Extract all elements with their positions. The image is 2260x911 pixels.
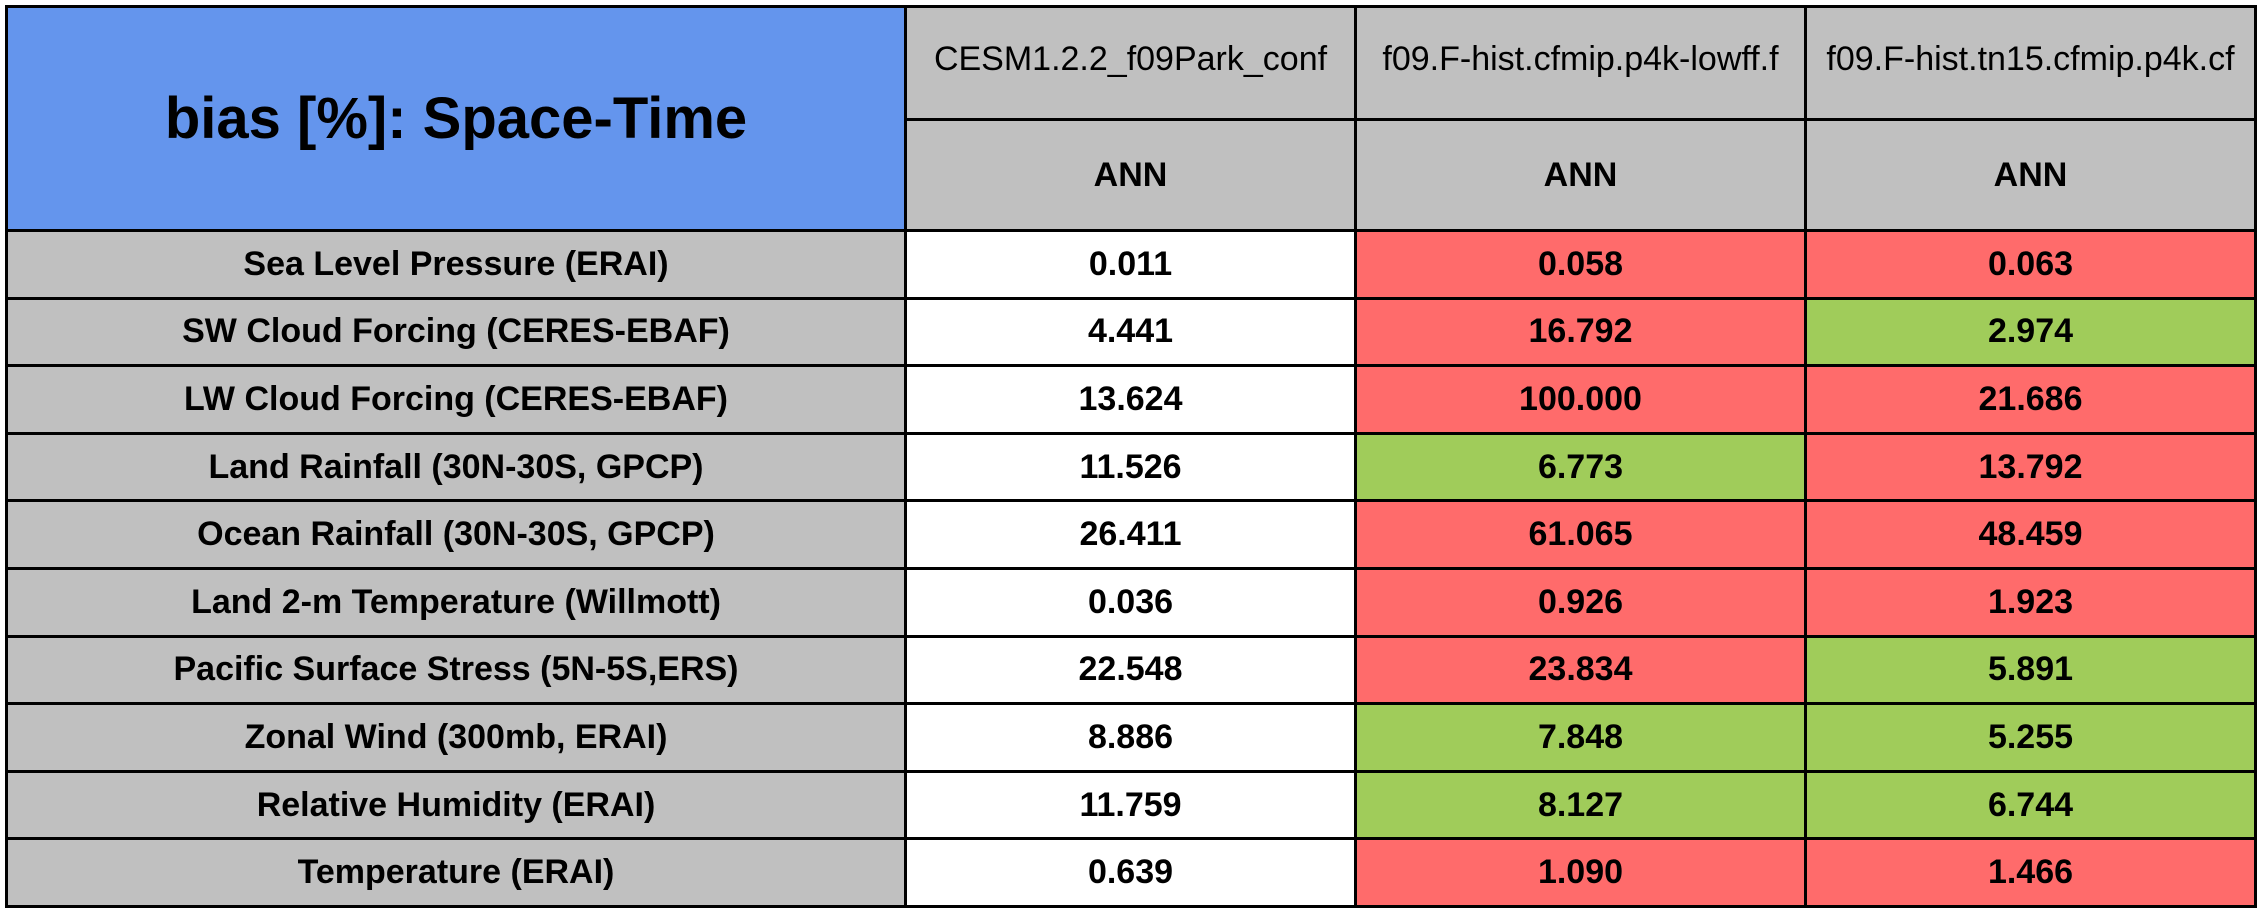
metric-label: Land 2-m Temperature (Willmott) [5, 566, 907, 638]
table-row: Land 2-m Temperature (Willmott) 0.036 0.92… [5, 566, 2257, 638]
metric-label: LW Cloud Forcing (CERES-EBAF) [5, 364, 907, 435]
table-row: Sea Level Pressure (ERAI) 0.011 0.058 0.063 [5, 229, 2257, 300]
table-row: Relative Humidity (ERAI) 11.759 8.127 6.744 [5, 769, 2257, 841]
table-row: Land Rainfall (30N-30S, GPCP) 11.526 6.773… [5, 431, 2257, 503]
metric-label: Sea Level Pressure (ERAI) [5, 229, 907, 300]
season-header-2: ANN [1804, 118, 2257, 232]
bias-table: bias [%]: Space-Time CESM1.2.2_f09Park_c… [5, 5, 2257, 908]
value-cell: 48.459 [1804, 499, 2257, 570]
case-header-label: CESM1.2.2_f09Park_conf [933, 40, 1328, 78]
case-header-2: f09.F-hist.tn15.cfmip.p4k.cf [1804, 5, 2257, 121]
metric-label: Land Rainfall (30N-30S, GPCP) [5, 431, 907, 503]
table-body: bias [%]: Space-Time CESM1.2.2_f09Park_c… [5, 5, 2257, 908]
value-cell: 6.773 [1354, 431, 1807, 503]
case-header-0: CESM1.2.2_f09Park_conf [904, 5, 1357, 121]
value-cell: 1.466 [1804, 837, 2257, 908]
value-cell: 0.639 [904, 837, 1357, 908]
table-row: Temperature (ERAI) 0.639 1.090 1.466 [5, 837, 2257, 908]
season-header-0: ANN [904, 118, 1357, 232]
value-cell: 0.011 [904, 229, 1357, 300]
metric-label: Temperature (ERAI) [5, 837, 907, 908]
value-cell: 22.548 [904, 634, 1357, 706]
value-cell: 0.058 [1354, 229, 1807, 300]
table-row: Pacific Surface Stress (5N-5S,ERS) 22.548… [5, 634, 2257, 706]
table-row: Ocean Rainfall (30N-30S, GPCP) 26.411 61.0… [5, 499, 2257, 570]
table-title: bias [%]: Space-Time [5, 5, 907, 232]
value-cell: 8.886 [904, 702, 1357, 773]
value-cell: 26.411 [904, 499, 1357, 570]
case-header-label: f09.F-hist.tn15.cfmip.p4k.cf [1826, 40, 2235, 78]
value-cell: 0.926 [1354, 566, 1807, 638]
value-cell: 7.848 [1354, 702, 1807, 773]
metric-label: Pacific Surface Stress (5N-5S,ERS) [5, 634, 907, 706]
metric-label: SW Cloud Forcing (CERES-EBAF) [5, 296, 907, 368]
value-cell: 23.834 [1354, 634, 1807, 706]
value-cell: 4.441 [904, 296, 1357, 368]
value-cell: 5.255 [1804, 702, 2257, 773]
value-cell: 5.891 [1804, 634, 2257, 706]
value-cell: 1.923 [1804, 566, 2257, 638]
value-cell: 100.000 [1354, 364, 1807, 435]
metric-label: Ocean Rainfall (30N-30S, GPCP) [5, 499, 907, 570]
table-row: LW Cloud Forcing (CERES-EBAF) 13.624 100.0… [5, 364, 2257, 435]
value-cell: 13.624 [904, 364, 1357, 435]
value-cell: 6.744 [1804, 769, 2257, 841]
case-header-1: f09.F-hist.cfmip.p4k-lowff.f [1354, 5, 1807, 121]
table-row: SW Cloud Forcing (CERES-EBAF) 4.441 16.792… [5, 296, 2257, 368]
metric-label: Zonal Wind (300mb, ERAI) [5, 702, 907, 773]
value-cell: 0.036 [904, 566, 1357, 638]
value-cell: 8.127 [1354, 769, 1807, 841]
value-cell: 13.792 [1804, 431, 2257, 503]
value-cell: 16.792 [1354, 296, 1807, 368]
table-row: Zonal Wind (300mb, ERAI) 8.886 7.848 5.255 [5, 702, 2257, 773]
value-cell: 61.065 [1354, 499, 1807, 570]
value-cell: 21.686 [1804, 364, 2257, 435]
value-cell: 11.759 [904, 769, 1357, 841]
value-cell: 2.974 [1804, 296, 2257, 368]
value-cell: 0.063 [1804, 229, 2257, 300]
value-cell: 1.090 [1354, 837, 1807, 908]
season-header-row: ANN ANN ANN [7, 118, 2257, 232]
season-header-1: ANN [1354, 118, 1807, 232]
case-header-row: bias [%]: Space-Time CESM1.2.2_f09Park_c… [5, 5, 2257, 232]
case-header-label: f09.F-hist.cfmip.p4k-lowff.f [1382, 40, 1779, 78]
metric-label: Relative Humidity (ERAI) [5, 769, 907, 841]
value-cell: 11.526 [904, 431, 1357, 503]
